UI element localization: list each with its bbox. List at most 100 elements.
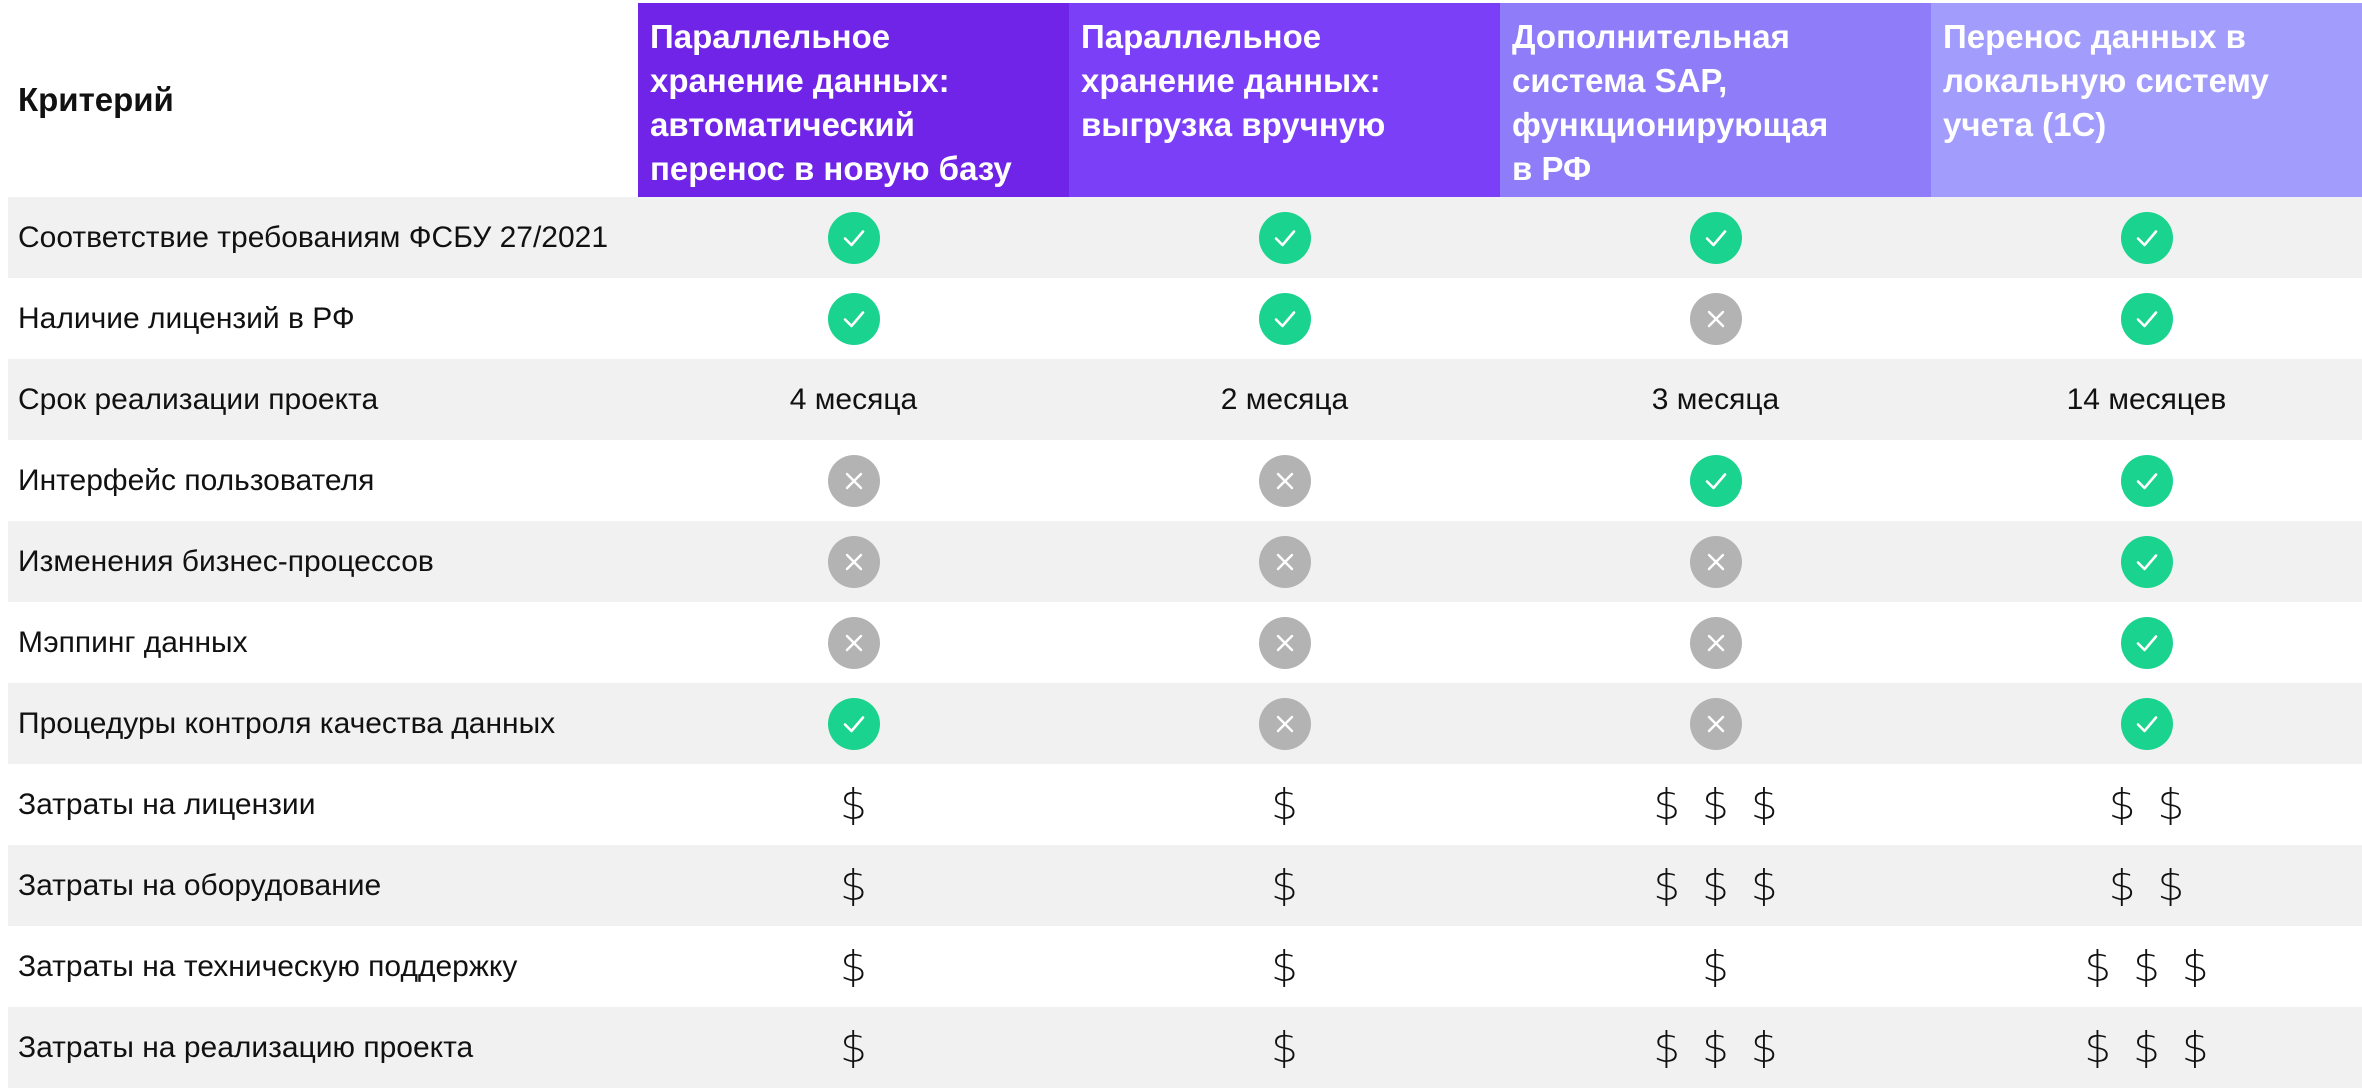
- check-circle-icon: [1689, 454, 1742, 507]
- criterion-cell: Срок реализации проекта: [18, 382, 379, 416]
- cost-level: $: [1702, 942, 1751, 991]
- x-circle-icon: [1258, 454, 1311, 507]
- criterion-cell: Затраты на лицензии: [18, 787, 316, 821]
- table-row: Изменения бизнес-процессов: [8, 521, 2362, 602]
- value-cell: [1500, 292, 1931, 345]
- check-circle-icon: [1258, 292, 1311, 345]
- check-circle-icon: [827, 292, 880, 345]
- value-cell: $$: [1931, 780, 2362, 829]
- table-row: Процедуры контроля качества данных: [8, 683, 2362, 764]
- table-header: Критерий Параллельное хранение данных: а…: [8, 3, 2362, 197]
- value-cell: [1069, 535, 1500, 588]
- value-cell: [638, 616, 1069, 669]
- x-circle-icon: [1258, 616, 1311, 669]
- value-cell: $$$: [1500, 780, 1931, 829]
- value-cell: [1069, 616, 1500, 669]
- cost-level: $: [840, 861, 889, 910]
- value-cell: [1500, 616, 1931, 669]
- table-row: Мэппинг данных: [8, 602, 2362, 683]
- duration-text: 14 месяцев: [2066, 382, 2227, 416]
- column-header-sap-rf: Дополнительная система SAP, функционирую…: [1500, 3, 1931, 197]
- cost-level: $$$: [1653, 1023, 1800, 1072]
- x-circle-icon: [827, 454, 880, 507]
- value-cell: [1500, 454, 1931, 507]
- value-cell: $$$: [1931, 942, 2362, 991]
- value-cell: $: [1500, 942, 1931, 991]
- x-circle-icon: [827, 616, 880, 669]
- table-row: Интерфейс пользователя: [8, 440, 2362, 521]
- value-cell: [1931, 454, 2362, 507]
- table-body: Соответствие требованиям ФСБУ 27/2021 На…: [8, 197, 2362, 1088]
- check-circle-icon: [2120, 292, 2173, 345]
- comparison-table: Критерий Параллельное хранение данных: а…: [8, 3, 2362, 1088]
- value-cell: [1931, 616, 2362, 669]
- cost-level: $: [840, 942, 889, 991]
- cost-level: $$$: [2084, 1023, 2231, 1072]
- column-header-manual-export: Параллельное хранение данных: выгрузка в…: [1069, 3, 1500, 197]
- value-cell: 3 месяца: [1500, 383, 1931, 417]
- value-cell: [638, 697, 1069, 750]
- cost-level: $$$: [1653, 861, 1800, 910]
- table-row: Соответствие требованиям ФСБУ 27/2021: [8, 197, 2362, 278]
- cost-level: $$: [2108, 861, 2207, 910]
- criterion-cell: Соответствие требованиям ФСБУ 27/2021: [18, 220, 609, 254]
- cost-level: $: [1271, 942, 1320, 991]
- table-row: Наличие лицензий в РФ: [8, 278, 2362, 359]
- cost-level: $$: [2108, 780, 2207, 829]
- value-cell: $: [638, 942, 1069, 991]
- column-header-auto-transfer: Параллельное хранение данных: автоматиче…: [638, 3, 1069, 197]
- value-cell: [1069, 292, 1500, 345]
- value-cell: [1931, 697, 2362, 750]
- criterion-cell: Мэппинг данных: [18, 625, 248, 659]
- value-cell: [1500, 211, 1931, 264]
- criterion-header: Критерий: [18, 81, 174, 118]
- check-circle-icon: [2120, 697, 2173, 750]
- cost-level: $$$: [1653, 780, 1800, 829]
- x-circle-icon: [1258, 697, 1311, 750]
- check-circle-icon: [827, 697, 880, 750]
- cost-level: $: [1271, 780, 1320, 829]
- criterion-cell: Наличие лицензий в РФ: [18, 301, 355, 335]
- value-cell: $: [1069, 942, 1500, 991]
- value-cell: [1931, 211, 2362, 264]
- check-circle-icon: [2120, 616, 2173, 669]
- x-circle-icon: [1689, 535, 1742, 588]
- check-circle-icon: [2120, 535, 2173, 588]
- table-row: Затраты на оборудование $ $ $$$ $$: [8, 845, 2362, 926]
- value-cell: [638, 292, 1069, 345]
- table-row: Затраты на техническую поддержку $ $ $ $$$: [8, 926, 2362, 1007]
- duration-text: 4 месяца: [789, 382, 918, 416]
- x-circle-icon: [1689, 616, 1742, 669]
- check-circle-icon: [827, 211, 880, 264]
- criterion-cell: Затраты на техническую поддержку: [18, 949, 518, 983]
- value-cell: [1931, 292, 2362, 345]
- value-cell: $$$: [1500, 1023, 1931, 1072]
- x-circle-icon: [827, 535, 880, 588]
- value-cell: [638, 535, 1069, 588]
- value-cell: [1069, 697, 1500, 750]
- value-cell: $: [638, 1023, 1069, 1072]
- criterion-cell: Процедуры контроля качества данных: [18, 706, 556, 740]
- value-cell: $: [1069, 1023, 1500, 1072]
- table-row: Срок реализации проекта 4 месяца 2 месяца…: [8, 359, 2362, 440]
- criterion-cell: Затраты на реализацию проекта: [18, 1030, 474, 1064]
- check-circle-icon: [2120, 454, 2173, 507]
- x-circle-icon: [1258, 535, 1311, 588]
- column-header-1c: Перенос данных в локальную систему учета…: [1931, 3, 2362, 197]
- value-cell: [638, 211, 1069, 264]
- value-cell: [1069, 454, 1500, 507]
- value-cell: [1500, 535, 1931, 588]
- x-circle-icon: [1689, 292, 1742, 345]
- table-row: Затраты на лицензии $ $ $$$ $$: [8, 764, 2362, 845]
- duration-text: 3 месяца: [1651, 382, 1780, 416]
- value-cell: $: [1069, 780, 1500, 829]
- check-circle-icon: [2120, 211, 2173, 264]
- value-cell: [1931, 535, 2362, 588]
- check-circle-icon: [1689, 211, 1742, 264]
- value-cell: 14 месяцев: [1931, 383, 2362, 417]
- duration-text: 2 месяца: [1220, 382, 1349, 416]
- value-cell: $$$: [1500, 861, 1931, 910]
- criterion-cell: Интерфейс пользователя: [18, 463, 375, 497]
- value-cell: [638, 454, 1069, 507]
- value-cell: $$: [1931, 861, 2362, 910]
